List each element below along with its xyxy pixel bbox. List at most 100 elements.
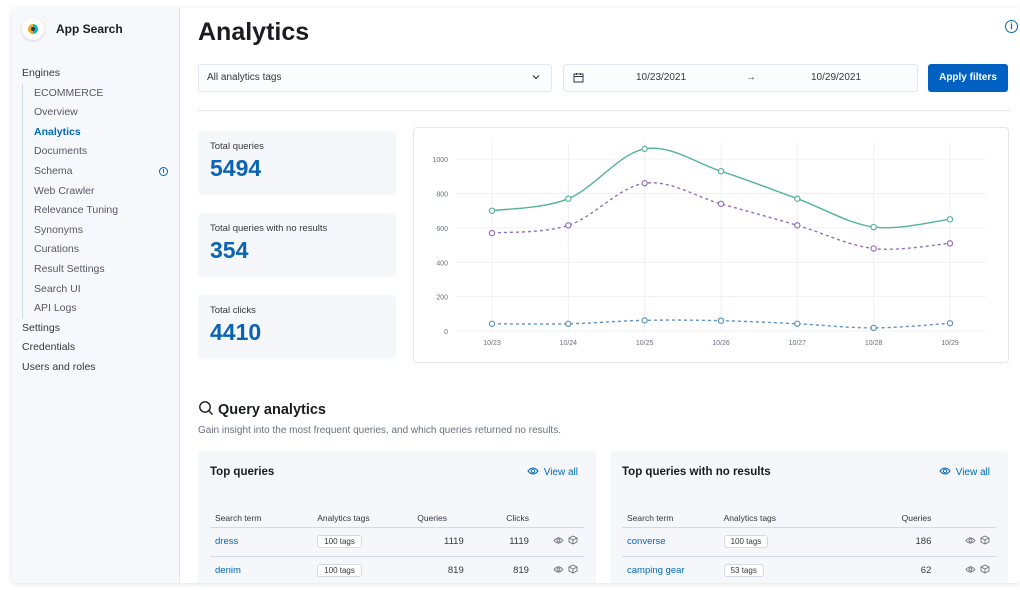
column-header: Analytics tags <box>317 512 370 523</box>
data-point <box>870 324 877 332</box>
section-title: Query analytics <box>198 400 326 420</box>
chevron-down-icon <box>531 65 541 91</box>
view-all-link[interactable]: View all <box>527 466 578 479</box>
eye-icon[interactable] <box>964 536 976 548</box>
column-header: Analytics tags <box>723 512 777 523</box>
sidebar-item-overview[interactable]: Overview <box>34 106 78 119</box>
view-all-label: View all <box>543 467 578 478</box>
end-date-input[interactable]: 10/29/2021 <box>811 72 862 83</box>
info-icon[interactable]: i <box>1005 20 1018 33</box>
data-point <box>717 200 725 208</box>
search-term-link[interactable]: denim <box>210 555 313 583</box>
data-point <box>794 195 801 202</box>
data-point <box>641 317 648 324</box>
search-term-link[interactable]: camping gear <box>622 555 719 583</box>
tags-badge[interactable]: 100 tags <box>317 564 362 578</box>
analytics-tags-select[interactable]: All analytics tags <box>198 64 552 92</box>
apply-filters-button[interactable]: Apply filters <box>928 64 1008 92</box>
queries-cell: 62 <box>833 555 937 583</box>
data-point <box>565 320 572 327</box>
eye-icon[interactable] <box>552 536 564 548</box>
data-point <box>946 240 954 247</box>
calendar-icon[interactable] <box>573 65 584 91</box>
sidebar-item-curations[interactable]: Curations <box>34 243 79 256</box>
sidebar-item-users-and-roles[interactable]: Users and roles <box>22 360 96 373</box>
cube-icon[interactable] <box>567 564 579 577</box>
table-row: dress 100 tags 1119 1119 <box>210 526 584 556</box>
sidebar-item-result-settings[interactable]: Result Settings <box>34 262 105 275</box>
panel-title: Top queries with no results <box>622 466 771 478</box>
date-range-picker: 10/23/2021 → 10/29/2021 <box>563 64 918 92</box>
view-all-label: View all <box>955 467 990 478</box>
eye-icon[interactable] <box>964 565 976 577</box>
cube-icon[interactable] <box>979 535 991 548</box>
queries-cell: 186 <box>833 526 937 556</box>
data-point <box>717 317 725 324</box>
sidebar-item-ecommerce[interactable]: ECOMMERCE <box>34 86 104 99</box>
data-point <box>870 223 877 231</box>
tags-cell: 100 tags <box>312 555 413 583</box>
x-tick-label: 10/29 <box>941 340 959 347</box>
cube-icon[interactable] <box>567 535 579 548</box>
start-date-input[interactable]: 10/23/2021 <box>636 72 687 83</box>
data-point <box>946 216 954 223</box>
brand[interactable]: App Search <box>22 18 123 40</box>
sidebar-item-documents[interactable]: Documents <box>34 145 88 158</box>
eye-icon <box>939 466 951 479</box>
stat-value: 354 <box>210 237 249 263</box>
column-header: Queries <box>417 512 447 523</box>
search-term-link[interactable]: converse <box>622 526 719 556</box>
data-point <box>488 229 496 237</box>
queries-cell: 1119 <box>412 526 469 556</box>
sidebar-nav: Engines ECOMMERCE Overview Analytics Doc… <box>22 64 172 378</box>
sidebar-item-analytics[interactable]: Analytics <box>34 125 81 138</box>
row-actions <box>533 555 584 583</box>
x-tick-label: 10/28 <box>865 340 883 347</box>
tags-badge[interactable]: 100 tags <box>317 535 362 548</box>
data-point <box>641 180 648 187</box>
sidebar-item-synonyms[interactable]: Synonyms <box>34 223 84 236</box>
queries-cell: 819 <box>412 555 469 583</box>
app-window: App Search Engines ECOMMERCE Overview An… <box>12 8 1020 583</box>
queries-chart: 0 200 400 600 800 1000 10/23 10/24 10/25 10/26 10/… <box>413 127 1009 363</box>
y-tick-label: 400 <box>436 260 448 267</box>
search-term-link[interactable]: dress <box>210 526 313 556</box>
y-tick-label: 1000 <box>432 157 448 164</box>
data-point <box>565 195 572 202</box>
sidebar-item-search-ui[interactable]: Search UI <box>34 282 81 295</box>
stat-label: Total queries <box>210 141 264 152</box>
x-tick-label: 10/23 <box>483 340 501 347</box>
sidebar-item-web-crawler[interactable]: Web Crawler <box>34 184 95 197</box>
sidebar-item-api-logs[interactable]: API Logs <box>34 302 77 315</box>
data-point <box>946 320 954 327</box>
x-tick-label: 10/27 <box>789 340 807 347</box>
column-header: Clicks <box>506 512 529 523</box>
data-point <box>870 245 877 252</box>
sidebar-item-schema[interactable]: Schema i <box>23 162 172 182</box>
eye-icon <box>527 466 539 479</box>
sidebar-item-label: Schema <box>34 164 73 177</box>
column-header <box>534 509 584 527</box>
top-queries-table: Search term Analytics tags Queries Click… <box>210 509 584 583</box>
eye-icon[interactable] <box>552 565 564 577</box>
column-header: Queries <box>901 512 932 523</box>
y-tick-label: 600 <box>436 226 448 233</box>
sidebar-item-engines[interactable]: Engines <box>22 67 60 79</box>
sidebar-item-settings[interactable]: Settings <box>22 321 60 334</box>
stat-value: 5494 <box>210 155 262 181</box>
table-header: Search term Analytics tags Queries <box>622 509 996 527</box>
sidebar-item-credentials[interactable]: Credentials <box>22 341 76 354</box>
section-description: Gain insight into the most frequent quer… <box>198 425 561 436</box>
tags-cell: 53 tags <box>718 555 834 583</box>
analytics-tags-value: All analytics tags <box>207 72 282 83</box>
y-tick-label: 0 <box>444 329 448 336</box>
data-point <box>488 207 496 214</box>
view-all-link[interactable]: View all <box>939 466 990 479</box>
divider <box>198 110 1010 111</box>
sidebar-item-relevance-tuning[interactable]: Relevance Tuning <box>34 204 119 217</box>
tags-cell: 100 tags <box>718 526 834 556</box>
main-content: Analytics i All analytics tags 10/23/202… <box>198 8 1018 583</box>
tags-badge[interactable]: 100 tags <box>723 535 769 548</box>
tags-badge[interactable]: 53 tags <box>723 564 764 578</box>
cube-icon[interactable] <box>979 564 991 577</box>
